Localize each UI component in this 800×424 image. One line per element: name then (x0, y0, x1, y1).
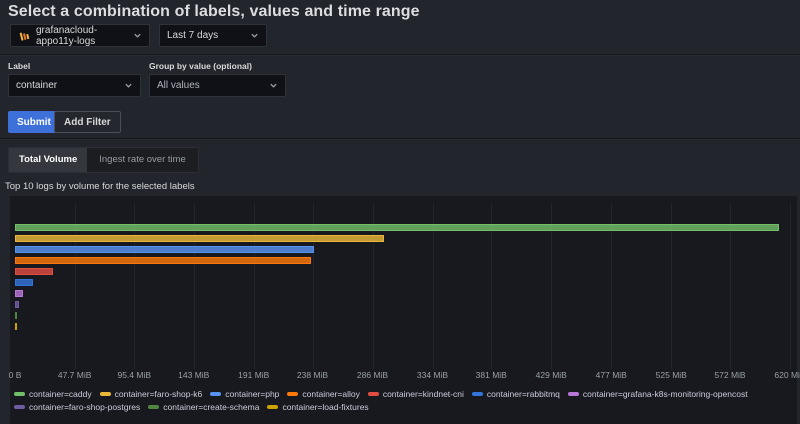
bar-container=php[interactable] (15, 246, 314, 253)
legend-label: container=alloy (302, 389, 360, 399)
x-axis-tick-label: 0 B (8, 370, 22, 380)
gridline (730, 203, 731, 369)
label-field-label: Label (8, 61, 31, 71)
tab-total-volume[interactable]: Total Volume (9, 148, 88, 172)
x-axis-tick-label: 95.4 MiB (117, 370, 152, 380)
x-axis-tick-label: 429 MiB (535, 370, 567, 380)
gridline (134, 203, 136, 369)
chevron-down-icon (269, 81, 278, 90)
time-range-picker[interactable]: Last 7 days (159, 24, 267, 47)
x-axis-tick-label: 525 MiB (655, 370, 687, 380)
gridline (611, 203, 613, 369)
legend-label: container=kindnet-cni (382, 389, 464, 399)
x-axis-tick-label: 238 MiB (296, 370, 329, 380)
datasource-picker[interactable]: grafanacloud-appo11y-logs (10, 24, 150, 47)
group-by-field-label: Group by value (optional) (149, 61, 252, 71)
x-axis-tick-label: 191 MiB (238, 370, 270, 380)
legend-swatch-icon (567, 392, 579, 396)
legend-label: container=grafana-k8s-monitoring-opencos… (582, 389, 748, 399)
legend-swatch-icon (14, 392, 25, 396)
gridline (432, 203, 434, 369)
legend-item[interactable]: container=grafana-k8s-monitoring-opencos… (567, 389, 748, 399)
x-axis-tick-label: 334 MiB (416, 370, 449, 380)
x-axis: 0 B 47.7 MiB 95.4 MiB 143 MiB 191 MiB 238 MiB… (9, 370, 800, 382)
legend-swatch-icon (267, 405, 279, 409)
gridline (193, 203, 195, 369)
legend: container=caddy container=faro-shop-k6 con… (14, 389, 793, 412)
loki-datasource-icon (18, 30, 30, 42)
gridline (312, 203, 314, 369)
legend-item[interactable]: container=faro-shop-k6 (99, 389, 203, 399)
bar-container=kindnet-cni[interactable] (15, 268, 53, 275)
bar-container=alloy[interactable] (15, 257, 312, 264)
legend-item[interactable]: container=create-schema (148, 402, 259, 412)
bar-container=grafana-k8s-monitoring-opencost[interactable] (15, 290, 24, 297)
legend-swatch-icon (367, 392, 379, 396)
legend-item[interactable]: container=alloy (287, 389, 360, 399)
x-axis-tick-label: 477 MiB (595, 370, 627, 380)
chart-panel: 0 B 47.7 MiB 95.4 MiB 143 MiB 191 MiB 238 MiB… (9, 196, 800, 424)
x-axis-tick-label: 286 MiB (356, 370, 389, 380)
label-select-value: container (16, 80, 58, 91)
bar-container=faro-shop-postgres[interactable] (15, 301, 20, 308)
legend-swatch-icon (14, 405, 25, 409)
group-by-select[interactable]: All values (149, 74, 286, 97)
gridline (551, 203, 553, 369)
gridline (671, 203, 673, 369)
legend-item[interactable]: container=kindnet-cni (367, 389, 464, 399)
chevron-down-icon (124, 81, 133, 90)
bar-container=faro-shop-k6[interactable] (15, 235, 384, 242)
legend-swatch-icon (471, 392, 483, 396)
legend-label: container=rabbitmq (486, 389, 560, 399)
add-filter-button[interactable]: Add Filter (54, 111, 121, 133)
header-divider (0, 54, 800, 55)
plot-area (15, 196, 795, 369)
legend-label: container=php (225, 389, 280, 399)
legend-swatch-icon (287, 392, 299, 396)
legend-label: container=load-fixtures (282, 402, 369, 412)
legend-label: container=faro-shop-postgres (29, 402, 141, 412)
gridline (372, 203, 374, 369)
bar-container=create-schema[interactable] (15, 312, 18, 319)
gridline (253, 203, 255, 369)
chevron-down-icon (133, 31, 142, 40)
gridline (491, 203, 493, 369)
bar-container=caddy[interactable] (15, 224, 779, 231)
submit-button[interactable]: Submit (8, 111, 60, 133)
time-range-value: Last 7 days (167, 30, 219, 41)
legend-item[interactable]: container=caddy (14, 389, 92, 399)
legend-swatch-icon (99, 392, 111, 396)
page-title: Select a combination of labels, values a… (8, 3, 420, 20)
legend-item[interactable]: container=php (210, 389, 279, 399)
view-tabs: Total Volume Ingest rate over time (8, 147, 199, 173)
legend-item[interactable]: container=faro-shop-postgres (14, 402, 140, 412)
label-select[interactable]: container (8, 74, 141, 97)
bar-container=rabbitmq[interactable] (15, 279, 34, 286)
legend-swatch-icon (210, 392, 222, 396)
gridline (790, 203, 791, 369)
section-divider (0, 138, 800, 139)
datasource-value: grafanacloud-appo11y-logs (36, 24, 98, 47)
x-axis-tick-label: 143 MiB (178, 370, 210, 380)
legend-label: container=faro-shop-k6 (114, 389, 203, 399)
x-axis-tick-label: 620 MiB (774, 370, 800, 380)
legend-label: container=caddy (29, 389, 92, 399)
legend-swatch-icon (148, 405, 160, 409)
chart-title: Top 10 logs by volume for the selected l… (5, 181, 195, 192)
x-axis-tick-label: 381 MiB (475, 370, 507, 380)
chevron-down-icon (250, 31, 259, 40)
legend-item[interactable]: container=rabbitmq (471, 389, 560, 399)
legend-label: container=create-schema (163, 402, 260, 412)
x-axis-tick-label: 47.7 MiB (57, 370, 92, 380)
x-axis-tick-label: 572 MiB (714, 370, 746, 380)
legend-item[interactable]: container=load-fixtures (267, 402, 369, 412)
tab-ingest-rate-over-time[interactable]: Ingest rate over time (99, 154, 186, 165)
bar-container=load-fixtures[interactable] (15, 323, 17, 330)
group-by-select-value: All values (157, 80, 200, 91)
gridline (74, 203, 76, 369)
